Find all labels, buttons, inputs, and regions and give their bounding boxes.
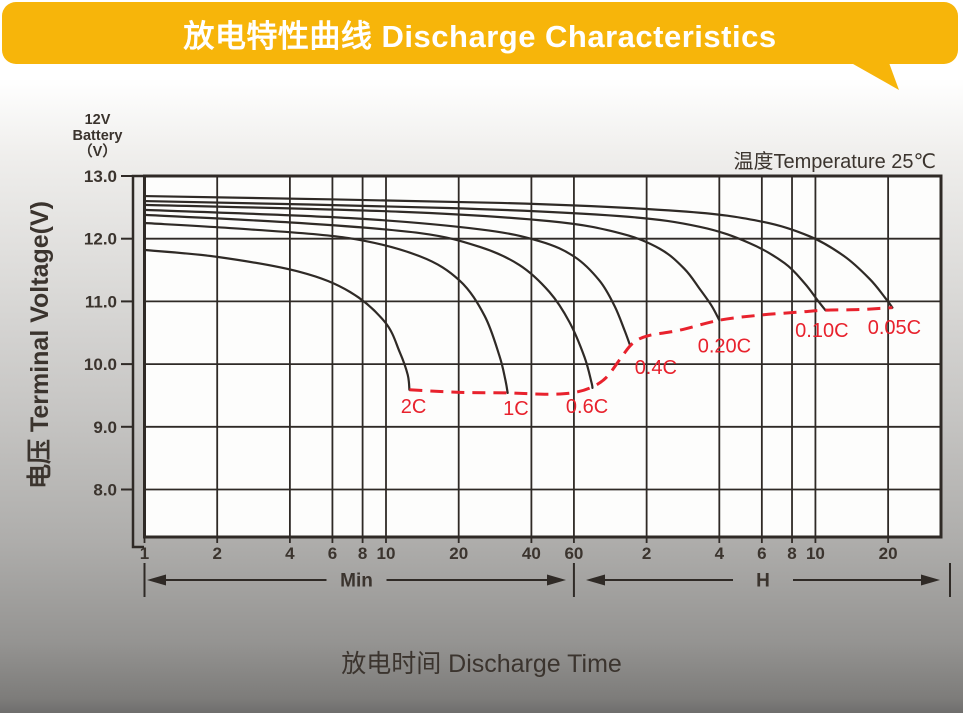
page-title: 放电特性曲线 Discharge Characteristics [183,18,777,54]
curve-label-2C: 2C [401,396,427,418]
curve-label-0.4C: 0.4C [635,357,677,379]
x-tick-label: 8 [358,544,367,563]
minutes-range-right-arrowhead [547,574,566,586]
x-tick-label: 20 [879,544,898,563]
x-tick-label: 2 [642,544,651,563]
hours-range-unit-label: H [756,571,770,592]
minutes-range-unit-label: Min [340,571,373,592]
battery-type-line3: （V） [78,144,117,160]
curve-label-0.20C: 0.20C [698,335,751,357]
curve-label-1C: 1C [503,398,529,420]
x-tick-label: 4 [715,544,725,563]
y-tick-label: 8.0 [93,481,117,500]
x-axis-title: 放电时间 Discharge Time [341,650,622,678]
battery-type-line2: Battery [72,128,123,144]
title-banner: 放电特性曲线 Discharge Characteristics [2,2,958,64]
discharge-curve-1C [143,221,509,395]
plot-border [143,174,943,539]
x-tick-label: 10 [806,544,825,563]
x-tick-label: 6 [328,544,337,563]
speech-bubble-tail [846,60,899,90]
x-tick-label: 1 [140,544,149,563]
banner-tail-decoration [846,60,899,90]
battery-type-label: 12V Battery （V） [55,112,140,160]
discharge-curve-0.6C [143,213,594,390]
hours-range-left-arrowhead [586,574,605,586]
x-tick-label: 20 [449,544,468,563]
curve-label-0.10C: 0.10C [795,320,848,342]
y-axis-bracket [131,174,144,549]
y-tick-label: 9.0 [93,418,117,437]
hours-range-right-arrowhead [921,574,940,586]
y-tick-label: 12.0 [84,230,117,249]
battery-type-line1: 12V [84,112,111,128]
discharge-curve-0.05C [143,194,894,309]
temperature-note: 温度Temperature 25℃ [733,151,936,173]
x-tick-label: 60 [564,544,583,563]
x-tick-label: 40 [522,544,541,563]
y-tick-label: 10.0 [84,355,117,374]
x-tick-label: 4 [285,544,295,563]
y-tick-label: 13.0 [84,167,117,186]
y-tick-label: 11.0 [85,292,117,311]
discharge-curve-0.10C [143,199,827,312]
x-tick-label: 2 [212,544,221,563]
x-tick-label: 6 [757,544,766,563]
curve-label-0.6C: 0.6C [566,396,608,418]
minutes-range-left-arrowhead [147,574,166,586]
x-tick-label: 10 [377,544,396,563]
discharge-curve-0.20C [143,203,721,322]
final-discharge-voltage-line [409,306,893,396]
discharge-curve-2C [143,248,411,391]
discharge-curve-0.4C [143,208,631,346]
x-tick-label: 8 [787,544,796,563]
curve-label-0.05C: 0.05C [868,317,921,339]
